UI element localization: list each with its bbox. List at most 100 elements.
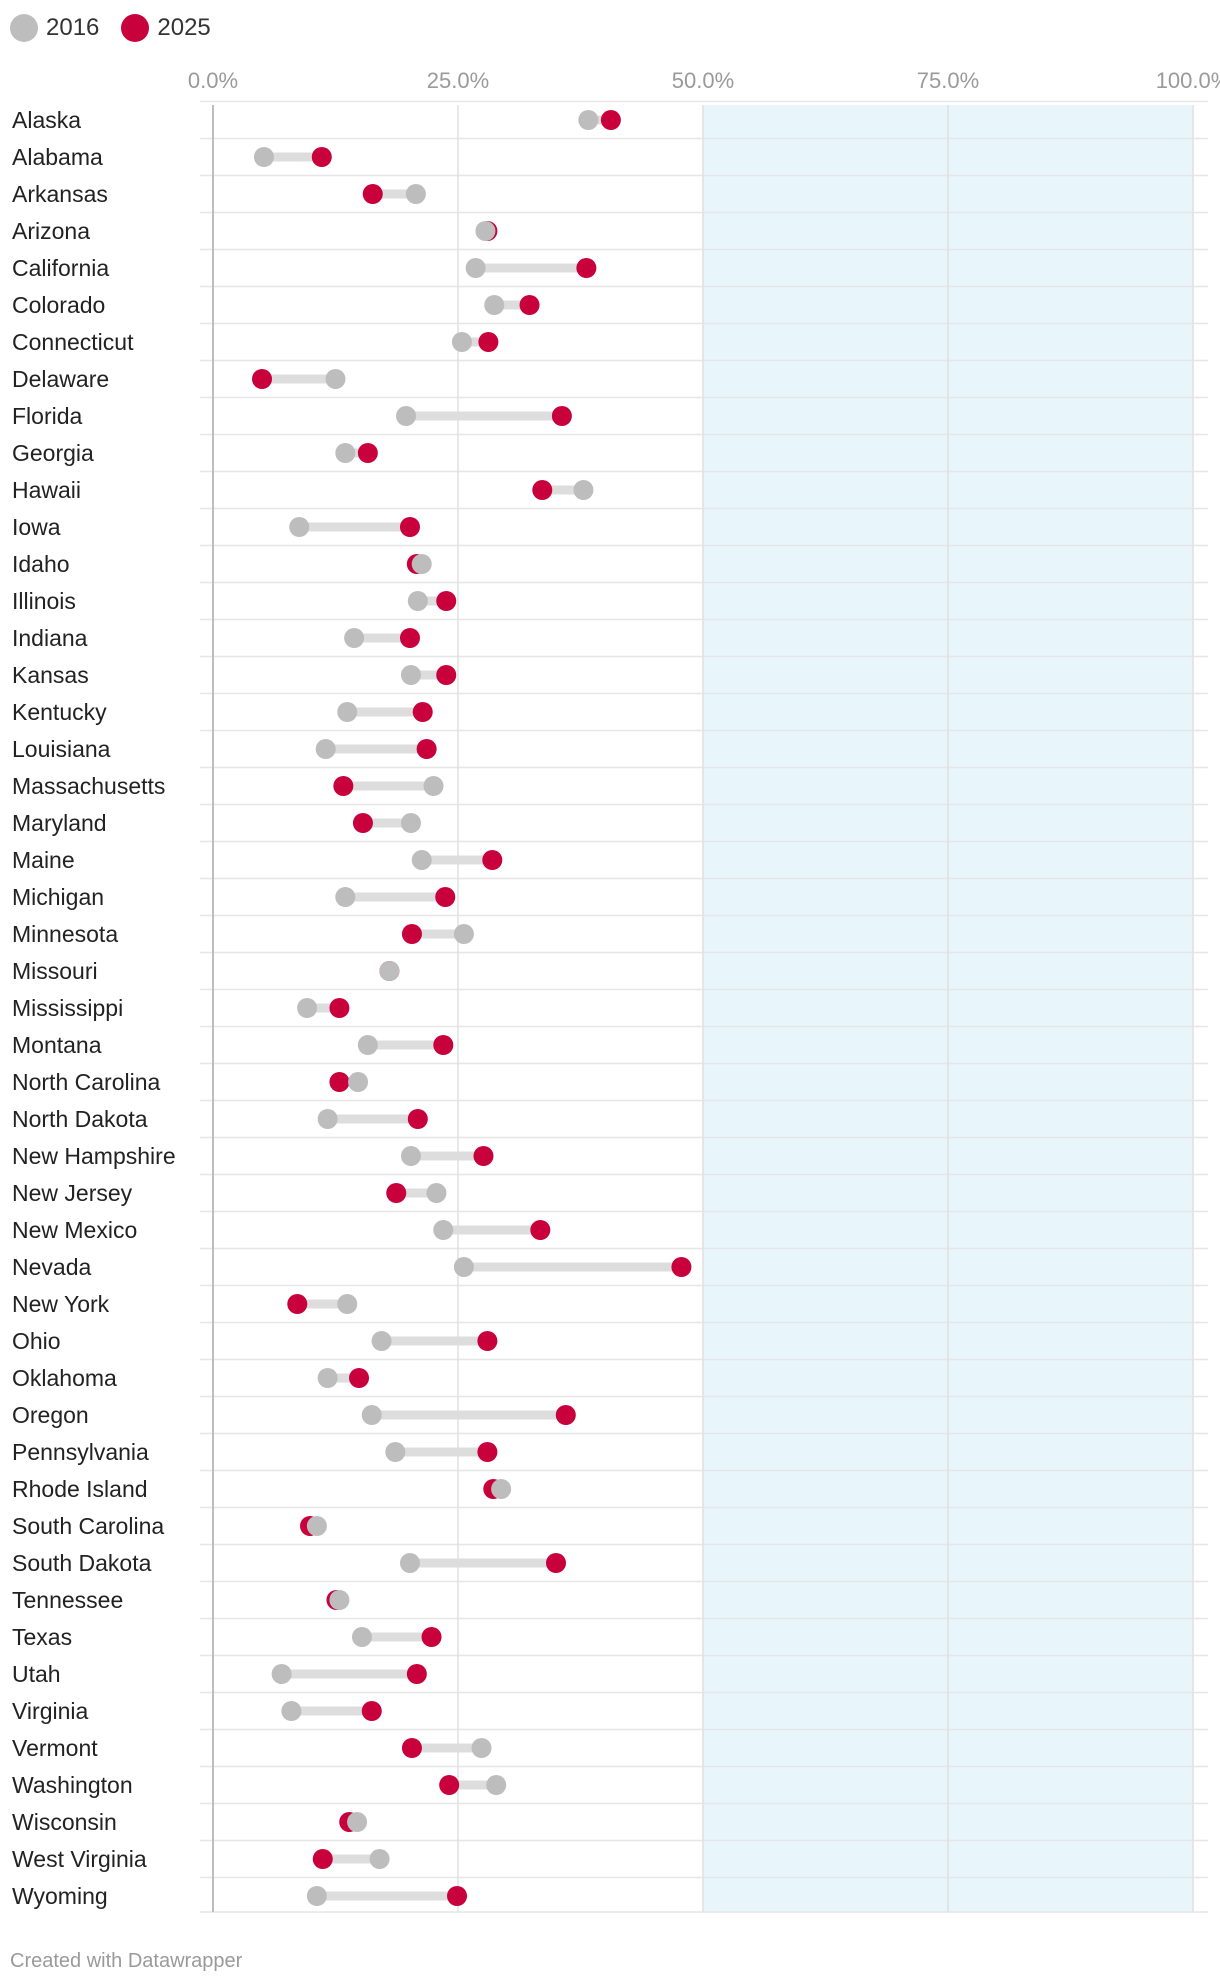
dot-2025 xyxy=(407,1109,428,1129)
dot-2016 xyxy=(400,665,421,685)
dot-2016 xyxy=(484,295,505,315)
row-label: New Hampshire xyxy=(12,1143,176,1169)
dot-2025 xyxy=(399,517,420,537)
dot-2025 xyxy=(435,887,456,907)
row-label: Minnesota xyxy=(12,921,118,947)
row-label: West Virginia xyxy=(12,1846,147,1872)
dot-2016 xyxy=(486,1775,507,1795)
row-label: Missouri xyxy=(12,958,98,984)
dot-2016 xyxy=(315,739,336,759)
dot-2016 xyxy=(337,1294,358,1314)
row-label: Florida xyxy=(12,403,83,429)
row-label: Pennsylvania xyxy=(12,1439,149,1465)
row-label: Georgia xyxy=(12,440,94,466)
dot-2025 xyxy=(530,1220,551,1240)
row-label: California xyxy=(12,255,109,281)
dot-2025 xyxy=(555,1405,576,1425)
row-label: Wyoming xyxy=(12,1883,108,1909)
row-label: Iowa xyxy=(12,514,61,540)
dot-2016 xyxy=(253,147,274,167)
dot-2025 xyxy=(436,591,457,611)
dot-2016 xyxy=(405,184,426,204)
dot-2016 xyxy=(426,1183,447,1203)
dot-2016 xyxy=(337,702,358,722)
dot-2025 xyxy=(600,110,621,130)
dot-2016 xyxy=(329,1590,350,1610)
x-tick-label: 0.0% xyxy=(188,68,238,93)
row-label: Washington xyxy=(12,1772,133,1798)
legend-dot-2025 xyxy=(121,14,150,42)
dot-2016 xyxy=(573,480,594,500)
legend-item-2025: 2025 xyxy=(121,14,211,42)
dot-2016 xyxy=(351,1627,372,1647)
row-label: Arkansas xyxy=(12,181,108,207)
dot-2025 xyxy=(433,1035,454,1055)
dot-2016 xyxy=(400,813,421,833)
legend: 2016 2025 xyxy=(10,10,211,46)
row-label: Tennessee xyxy=(12,1587,123,1613)
row-label: Indiana xyxy=(12,625,88,651)
dot-2025 xyxy=(349,1368,370,1388)
row-label: New York xyxy=(12,1291,110,1317)
dot-2025 xyxy=(401,1738,422,1758)
dot-2025 xyxy=(477,1331,498,1351)
row-label: Hawaii xyxy=(12,477,81,503)
legend-item-2016: 2016 xyxy=(10,14,99,42)
dot-2016 xyxy=(306,1516,327,1536)
row-label: Oregon xyxy=(12,1402,89,1428)
row-label: Colorado xyxy=(12,292,105,318)
row-label: Michigan xyxy=(12,884,104,910)
dot-2016 xyxy=(379,961,400,981)
dot-2025 xyxy=(412,702,433,722)
dot-2016 xyxy=(453,924,474,944)
dot-2025 xyxy=(671,1257,692,1277)
dot-2025 xyxy=(287,1294,308,1314)
row-label: Kansas xyxy=(12,662,89,688)
dot-2025 xyxy=(436,665,457,685)
dot-2025 xyxy=(329,998,350,1018)
dot-2016 xyxy=(271,1664,292,1684)
dot-2016 xyxy=(317,1109,338,1129)
dot-2025 xyxy=(546,1553,566,1573)
dot-2025 xyxy=(311,147,332,167)
dot-2016 xyxy=(306,1886,327,1906)
dot-2025 xyxy=(477,1442,498,1462)
footer-credit: Created with Datawrapper xyxy=(10,1950,243,1972)
dot-2025 xyxy=(473,1146,494,1166)
row-label: North Carolina xyxy=(12,1069,160,1095)
row-label: South Carolina xyxy=(12,1513,164,1539)
dot-2016 xyxy=(369,1849,390,1869)
row-label: Alaska xyxy=(12,107,81,133)
dot-2016 xyxy=(407,591,428,611)
row-label: North Dakota xyxy=(12,1106,148,1132)
row-label: Delaware xyxy=(12,366,109,392)
dot-2016 xyxy=(348,1072,369,1092)
row-label: Connecticut xyxy=(12,329,134,355)
row-label: Alabama xyxy=(12,144,103,170)
dot-2016 xyxy=(400,1146,421,1166)
dot-2025 xyxy=(329,1072,350,1092)
dot-2025 xyxy=(362,184,383,204)
dot-2025 xyxy=(416,739,437,759)
row-label: Nevada xyxy=(12,1254,91,1280)
row-label: Kentucky xyxy=(12,699,107,725)
x-tick-label: 25.0% xyxy=(427,68,489,93)
row-label: Utah xyxy=(12,1661,61,1687)
row-label: New Jersey xyxy=(12,1180,133,1206)
dot-2016 xyxy=(281,1701,302,1721)
dot-2025 xyxy=(352,813,373,833)
dot-2025 xyxy=(361,1701,382,1721)
dot-2016 xyxy=(399,1553,420,1573)
dot-2016 xyxy=(289,517,310,537)
row-label: Montana xyxy=(12,1032,102,1058)
dot-2016 xyxy=(335,887,356,907)
legend-label-2025: 2025 xyxy=(157,14,211,41)
row-label: Maryland xyxy=(12,810,107,836)
dot-2016 xyxy=(411,554,432,574)
row-label: Arizona xyxy=(12,218,90,244)
dot-2025 xyxy=(401,924,422,944)
dot-2025 xyxy=(551,406,572,426)
row-label: Louisiana xyxy=(12,736,111,762)
dot-2025 xyxy=(357,443,378,463)
